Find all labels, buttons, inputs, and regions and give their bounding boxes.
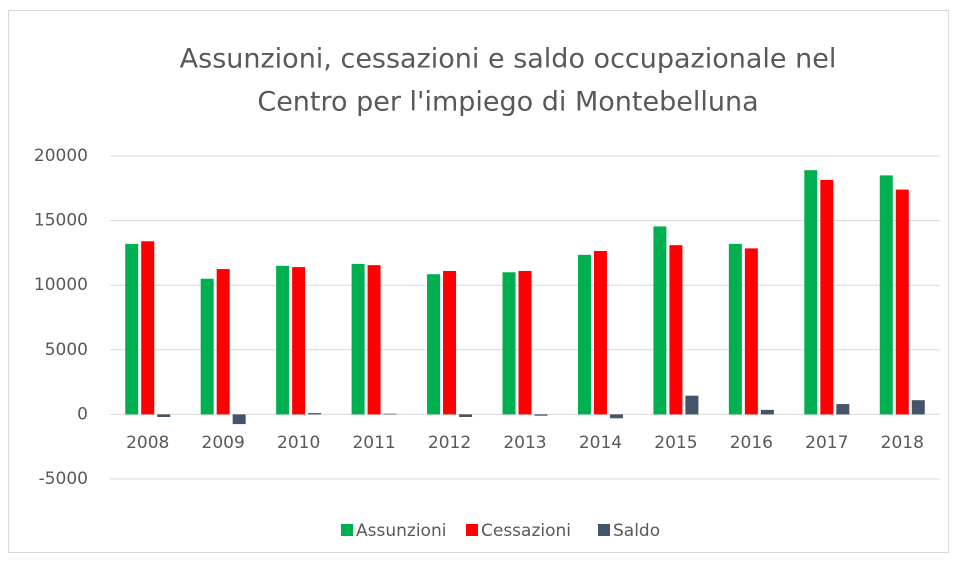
bar [276,265,290,415]
y-tick-label: 15000 [34,211,88,231]
bar [125,243,139,415]
x-tick-label: 2015 [654,433,697,453]
bar [728,243,742,415]
bar [459,414,473,417]
x-tick-label: 2014 [579,433,622,453]
bar [593,250,607,415]
legend-label: Saldo [613,521,660,541]
bar [911,400,925,415]
y-tick-label: 10000 [34,275,88,295]
bar [157,414,171,417]
x-tick-label: 2009 [202,433,245,453]
x-tick-label: 2011 [352,433,395,453]
bar [653,226,667,415]
bar [804,170,818,415]
bar [836,404,850,415]
bar [820,179,834,415]
x-tick-label: 2008 [126,433,169,453]
bar [200,278,214,415]
bar [443,270,457,415]
x-tick-label: 2016 [730,433,773,453]
legend-label: Assunzioni [356,521,446,541]
y-tick-label: -5000 [39,469,88,489]
x-tick-label: 2012 [428,433,471,453]
bar [292,267,306,415]
y-tick-label: 5000 [45,340,88,360]
x-tick-label: 2010 [277,433,320,453]
bar [141,241,155,415]
legend-label: Cessazioni [481,521,571,541]
bar [351,263,365,415]
bar [879,175,893,415]
legend-swatch [598,524,610,536]
chart-subtitle: Centro per l'impiego di Montebelluna [257,87,758,118]
bar [383,413,397,415]
bar [367,265,381,415]
legend-swatch [341,524,353,536]
x-tick-label: 2017 [805,433,848,453]
legend-swatch [466,524,478,536]
bar [685,395,699,415]
bar [744,248,758,415]
bar [232,414,246,425]
bar [502,272,516,415]
bar [427,274,441,415]
bar [609,414,623,419]
chart-title: Assunzioni, cessazioni e saldo occupazio… [180,44,837,75]
bar [760,409,774,415]
bar [518,270,532,415]
bar [216,269,230,415]
bar [308,413,322,415]
bar [669,245,683,415]
bar [534,414,548,416]
x-tick-label: 2013 [503,433,546,453]
chart-frame [8,10,949,553]
y-tick-label: 0 [77,404,88,424]
y-tick-label: 20000 [34,146,88,166]
x-tick-label: 2018 [881,433,924,453]
bar [895,189,909,415]
bar [577,254,591,415]
